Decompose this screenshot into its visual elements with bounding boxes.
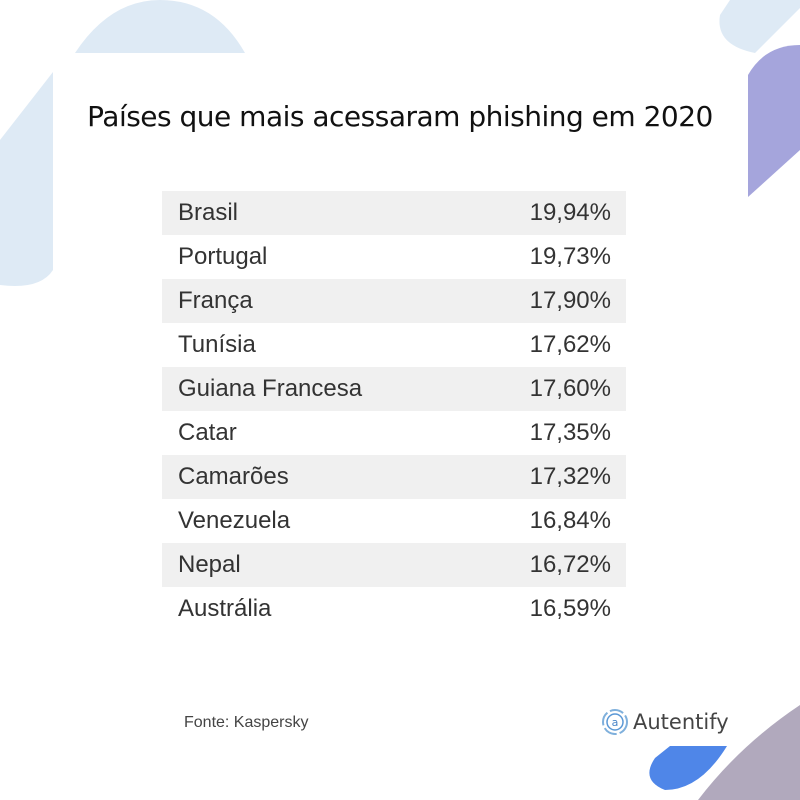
percentage-value: 16,72%: [529, 551, 611, 578]
bottom-right-mauve-shape: [698, 705, 800, 800]
table-row: Guiana Francesa 17,60%: [162, 367, 626, 411]
table-row: Camarões 17,32%: [162, 455, 626, 499]
table-row: Portugal 19,73%: [162, 235, 626, 279]
percentage-value: 19,94%: [529, 199, 611, 226]
right-purple-shape: [748, 45, 800, 197]
country-name: Brasil: [178, 199, 239, 226]
top-left-semicircle-shape: [75, 0, 245, 53]
percentage-value: 17,60%: [529, 375, 611, 402]
country-name: Nepal: [178, 551, 241, 578]
source-note: Fonte: Kaspersky: [184, 714, 309, 731]
table-row: Tunísia 17,62%: [162, 323, 626, 367]
percentage-value: 17,90%: [529, 287, 611, 314]
at-sign-logo-icon: a: [602, 709, 628, 735]
percentage-value: 16,84%: [529, 507, 611, 534]
country-name: Portugal: [178, 243, 268, 270]
table-row: Brasil 19,94%: [162, 191, 626, 235]
top-right-shape: [719, 0, 800, 53]
brand-name: Autentify: [633, 710, 729, 734]
country-name: Austrália: [178, 595, 272, 622]
table-row: Catar 17,35%: [162, 411, 626, 455]
percentage-value: 16,59%: [529, 595, 611, 622]
table-row: Venezuela 16,84%: [162, 499, 626, 543]
table-row: França 17,90%: [162, 279, 626, 323]
country-name: Venezuela: [178, 507, 291, 534]
percentage-value: 17,35%: [529, 419, 611, 446]
country-name: França: [178, 287, 253, 314]
country-name: Tunísia: [178, 331, 256, 358]
percentage-value: 17,32%: [529, 463, 611, 490]
table-row: Austrália 16,59%: [162, 587, 626, 631]
country-name: Camarões: [178, 463, 289, 490]
table-row: Nepal 16,72%: [162, 543, 626, 587]
svg-text:a: a: [612, 716, 619, 729]
chart-title: Países que mais acessaram phishing em 20…: [87, 100, 713, 133]
country-name: Guiana Francesa: [178, 375, 363, 402]
country-name: Catar: [178, 419, 237, 446]
autentify-logo: a Autentify: [601, 708, 729, 736]
percentage-value: 17,62%: [529, 331, 611, 358]
left-strip-shape: [0, 72, 53, 286]
ranking-table: Brasil 19,94% Portugal 19,73% França 17,90% Tu…: [162, 191, 626, 631]
percentage-value: 19,73%: [529, 243, 611, 270]
bottom-blue-shape: [649, 746, 727, 790]
